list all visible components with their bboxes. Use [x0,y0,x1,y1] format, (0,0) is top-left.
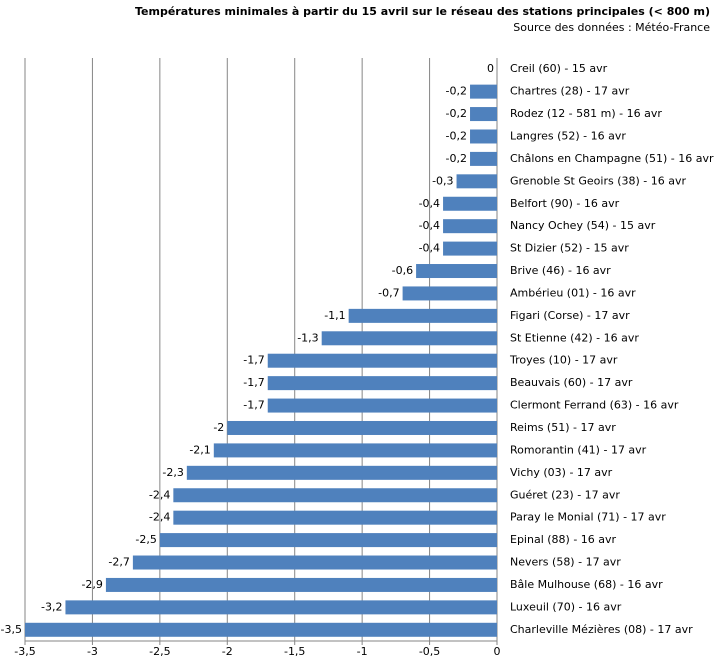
value-label: -3,5 [1,623,22,636]
bar [267,398,497,413]
category-label: Guéret (23) - 17 avr [510,488,620,501]
value-label: -0,4 [419,197,440,210]
value-label: -1,3 [297,331,318,344]
value-label: -0,4 [419,242,440,255]
bar [348,308,497,323]
category-label: Beauvais (60) - 17 avr [510,376,633,389]
chart-title: Températures minimales à partir du 15 av… [135,5,710,18]
category-label: Ambérieu (01) - 16 avr [510,286,636,299]
value-label: -2 [213,421,224,434]
bar [132,555,497,570]
bar [25,622,497,637]
bar [65,600,497,615]
bar [416,264,497,279]
bar [227,420,498,435]
bar [470,107,497,122]
value-label: -0,4 [419,219,440,232]
value-label: -2,7 [108,556,129,569]
category-label: Clermont Ferrand (63) - 16 avr [510,399,679,412]
value-label: -2,5 [135,533,156,546]
category-label: Vichy (03) - 17 avr [510,466,613,479]
category-label: Romorantin (41) - 17 avr [510,443,647,456]
category-label: Chartres (28) - 17 avr [510,85,630,98]
value-label: -2,1 [189,443,210,456]
category-label: Reims (51) - 17 avr [510,421,616,434]
value-label: -0,2 [446,107,467,120]
value-label: -1,1 [324,309,345,322]
bar [456,174,497,189]
bar [186,465,498,480]
value-label: -0,3 [432,174,453,187]
x-tick-label: -0,5 [419,645,440,658]
bar [321,331,497,346]
category-label: Châlons en Champagne (51) - 16 avr [510,152,714,165]
category-label: Epinal (88) - 16 avr [510,533,617,546]
x-tick-label: -3 [87,645,98,658]
bar [105,577,498,592]
x-tick-label: -1,5 [284,645,305,658]
value-label: -2,3 [162,466,183,479]
bar [267,376,497,391]
value-label: -3,2 [41,600,62,613]
category-label: St Dizier (52) - 15 avr [510,242,629,255]
bar [159,533,497,548]
value-label: -0,6 [392,264,413,277]
category-label: Nancy Ochey (54) - 15 avr [510,219,656,232]
x-tick-label: 0 [494,645,501,658]
bar [470,151,497,166]
category-label: Luxeuil (70) - 16 avr [510,600,622,613]
x-tick-label: -3,5 [14,645,35,658]
category-label: Figari (Corse) - 17 avr [510,309,630,322]
bar [443,219,497,234]
value-label: -1,7 [243,376,264,389]
x-tick-label: -1 [357,645,368,658]
category-label: Charleville Mézières (08) - 17 avr [510,623,693,636]
category-label: Langres (52) - 16 avr [510,129,626,142]
value-label: -0,2 [446,85,467,98]
value-label: -2,4 [149,488,170,501]
value-label: -1,7 [243,354,264,367]
category-label: St Etienne (42) - 16 avr [510,331,639,344]
bar [470,129,497,144]
value-label: -0,2 [446,152,467,165]
bar [213,443,498,458]
bar [267,353,497,368]
value-label: -0,2 [446,129,467,142]
chart-subtitle: Source des données : Météo-France [513,21,710,34]
value-label: -1,7 [243,399,264,412]
bar [443,241,497,256]
category-label: Creil (60) - 15 avr [510,62,608,75]
bar [173,510,498,525]
x-tick-label: -2 [222,645,233,658]
bar [470,84,497,99]
bar [402,286,497,301]
category-label: Belfort (90) - 16 avr [510,197,620,210]
category-label: Bâle Mulhouse (68) - 16 avr [510,578,663,591]
value-label: -2,9 [81,578,102,591]
bar [443,196,497,211]
category-label: Brive (46) - 16 avr [510,264,611,277]
category-label: Nevers (58) - 17 avr [510,556,621,569]
category-label: Rodez (12 - 581 m) - 16 avr [510,107,662,120]
value-label: -2,4 [149,511,170,524]
category-label: Troyes (10) - 17 avr [509,354,618,367]
category-label: Paray le Monial (71) - 17 avr [510,511,666,524]
value-label: -0,7 [378,286,399,299]
x-tick-label: -2,5 [149,645,170,658]
category-label: Grenoble St Geoirs (38) - 16 avr [510,174,686,187]
value-label: 0 [487,62,494,75]
bar [173,488,498,503]
